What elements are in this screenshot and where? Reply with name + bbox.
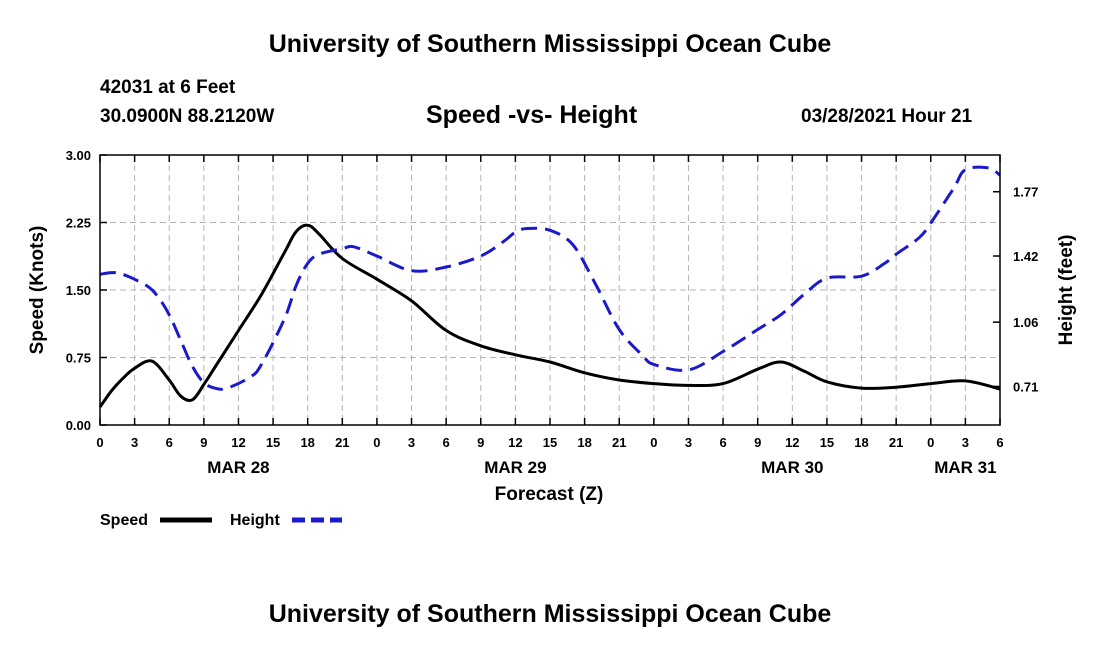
y2-tick-label: 1.77 (1013, 185, 1038, 200)
x-tick-label: 15 (820, 435, 834, 450)
x-axis-title: Forecast (Z) (495, 484, 604, 505)
x-tick-label: 0 (96, 435, 103, 450)
station-coordinates: 30.0900N 88.2120W (100, 106, 275, 127)
height-series-line (99, 165, 1001, 391)
x-tick-label: 15 (266, 435, 280, 450)
x-tick-label: 9 (477, 435, 484, 450)
axes: 0 3 6 9 12 15 18 21 0 3 6 9 12 15 18 21 0 3 6 9 12 15 18 21 0 3 6 0… (66, 148, 1039, 477)
y2-axis-title: Height (feet) (1056, 235, 1077, 346)
speed-series-line (98, 223, 1001, 408)
forecast-datetime: 03/28/2021 Hour 21 (801, 106, 973, 127)
x-tick-label: 12 (508, 435, 522, 450)
x-day-label: MAR 30 (761, 458, 823, 477)
x-day-label: MAR 31 (934, 458, 996, 477)
x-tick-label: 9 (754, 435, 761, 450)
x-tick-label: 12 (231, 435, 245, 450)
y-tick-label: 0.00 (66, 418, 91, 433)
x-tick-label: 18 (854, 435, 868, 450)
legend-label-speed: Speed (100, 512, 148, 529)
chart-title: Speed -vs- Height (426, 101, 638, 129)
x-tick-label: 3 (408, 435, 415, 450)
y2-tick-label: 1.42 (1013, 249, 1038, 264)
x-tick-label: 18 (300, 435, 314, 450)
y-tick-label: 2.25 (66, 216, 91, 231)
y-tick-label: 1.50 (66, 283, 91, 298)
x-day-label: MAR 29 (484, 458, 546, 477)
y2-tick-label: 1.06 (1013, 315, 1038, 330)
x-tick-label: 3 (685, 435, 692, 450)
x-tick-label: 12 (785, 435, 799, 450)
x-tick-label: 6 (166, 435, 173, 450)
x-tick-label: 9 (200, 435, 207, 450)
x-tick-label: 6 (996, 435, 1003, 450)
x-tick-label: 6 (719, 435, 726, 450)
x-tick-label: 21 (335, 435, 349, 450)
x-day-label: MAR 28 (207, 458, 269, 477)
x-tick-label: 21 (889, 435, 903, 450)
x-tick-label: 3 (962, 435, 969, 450)
x-tick-label: 3 (131, 435, 138, 450)
legend-label-height: Height (230, 512, 280, 529)
station-label: 42031 at 6 Feet (100, 77, 236, 98)
x-tick-label: 0 (927, 435, 934, 450)
x-tick-label: 15 (543, 435, 557, 450)
x-tick-label: 21 (612, 435, 626, 450)
series-layer (98, 165, 1001, 408)
y-axis-title: Speed (Knots) (27, 226, 48, 355)
x-tick-label: 6 (443, 435, 450, 450)
chart-header-title: University of Southern Mississippi Ocean… (268, 30, 832, 58)
y2-tick-label: 0.71 (1013, 379, 1038, 394)
y-tick-label: 0.75 (66, 351, 91, 366)
x-tick-label: 18 (577, 435, 591, 450)
y-tick-label: 3.00 (66, 148, 91, 163)
x-tick-label: 0 (650, 435, 657, 450)
chart-footer-title: University of Southern Mississippi Ocean… (268, 600, 832, 628)
x-tick-label: 0 (373, 435, 380, 450)
legend: Speed Height (100, 512, 342, 529)
